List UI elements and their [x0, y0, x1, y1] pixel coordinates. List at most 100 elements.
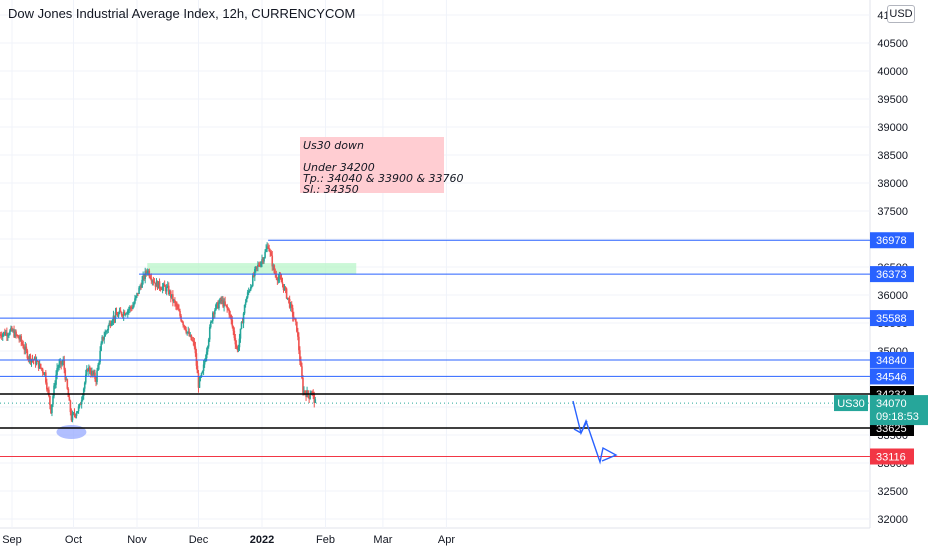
candle: [45, 370, 47, 385]
level-label-text: 36978: [876, 235, 907, 247]
candle-body: [215, 304, 217, 311]
level-label-bg: [870, 351, 914, 368]
price-tick-label: 36000: [877, 290, 908, 302]
candle: [227, 306, 229, 311]
candle-body: [78, 403, 81, 407]
candle: [102, 336, 104, 342]
candle-body: [145, 271, 148, 273]
price-tick-label: 40000: [877, 66, 908, 78]
candle-body: [282, 284, 285, 290]
candle-body: [170, 291, 172, 298]
candle: [63, 355, 66, 374]
candle: [172, 290, 174, 307]
candle: [52, 394, 54, 408]
candle-body: [24, 346, 27, 351]
candle-body: [280, 278, 283, 283]
candle: [249, 283, 252, 292]
candle-body: [251, 275, 254, 286]
candle-body: [277, 278, 280, 281]
candle-body: [118, 310, 121, 314]
candle-body: [79, 403, 82, 405]
level-label: 36978: [870, 232, 914, 249]
candle: [269, 248, 271, 257]
candle: [8, 332, 10, 339]
candle: [267, 243, 269, 249]
candle: [154, 282, 157, 291]
candle: [184, 325, 186, 331]
candle: [296, 321, 298, 333]
candle: [175, 301, 177, 310]
candle-body: [72, 412, 75, 414]
candle-body: [156, 281, 159, 289]
candle: [160, 286, 163, 291]
candle: [71, 410, 74, 423]
candle: [111, 319, 114, 326]
candle-body: [284, 287, 287, 289]
candle-body: [115, 312, 118, 315]
time-axis[interactable]: Sep Oct Nov Dec 2022 Feb Mar Apr: [2, 534, 455, 546]
price-tick-label: 32500: [877, 486, 908, 498]
candle-body: [287, 297, 290, 300]
candle-body: [257, 264, 259, 267]
candle-body: [74, 414, 77, 416]
candle-body: [9, 330, 11, 335]
candle: [72, 411, 75, 416]
candle: [178, 304, 180, 312]
candle: [158, 278, 161, 291]
horizontal-levels[interactable]: [0, 239, 870, 458]
candle-body: [116, 314, 119, 317]
candle-body: [172, 294, 174, 302]
candle: [256, 266, 258, 272]
candle-body: [267, 246, 269, 249]
candle-body: [163, 284, 166, 287]
candle-body: [129, 306, 131, 310]
candle-body: [222, 299, 224, 307]
candle-body: [88, 367, 90, 372]
candle-body: [295, 318, 297, 322]
candle-body: [254, 269, 256, 277]
candle: [232, 325, 235, 336]
level-label-bg: [870, 232, 914, 249]
candle-body: [231, 320, 234, 327]
candle: [165, 283, 168, 296]
candle: [26, 348, 29, 361]
candle: [257, 261, 259, 272]
candle: [11, 326, 13, 332]
candle: [182, 320, 184, 328]
candle-body: [34, 357, 37, 365]
candle: [39, 363, 42, 370]
candle-body: [55, 374, 57, 385]
candle-body: [174, 299, 176, 303]
candle: [23, 344, 26, 355]
candle-body: [289, 303, 292, 308]
time-tick-label: Apr: [438, 534, 455, 546]
candle: [98, 360, 100, 370]
price-tick-label: 40500: [877, 38, 908, 50]
trade-note[interactable]: Us30 down Under 34200 Tp.: 34040 & 33900…: [300, 137, 464, 195]
time-tick-label: Feb: [316, 534, 335, 546]
candle-body: [48, 389, 50, 396]
candle-body: [100, 343, 102, 351]
candle: [210, 320, 213, 323]
candle-body: [77, 406, 80, 412]
candle-body: [290, 303, 293, 308]
candle-body: [308, 395, 310, 399]
candle-body: [93, 372, 95, 375]
candle: [78, 403, 81, 409]
candle: [114, 307, 117, 323]
candle: [137, 292, 139, 297]
candle: [196, 360, 199, 374]
candle-body: [151, 280, 154, 282]
candle-body: [228, 309, 231, 315]
candle: [298, 332, 300, 355]
candle: [295, 317, 297, 326]
candle: [283, 284, 286, 291]
candle-body: [160, 289, 163, 291]
candle: [241, 318, 244, 324]
candle: [97, 363, 99, 371]
candle: [14, 329, 16, 338]
candle: [123, 310, 126, 316]
candle: [35, 356, 38, 366]
currency-badge[interactable]: USD: [887, 5, 915, 23]
